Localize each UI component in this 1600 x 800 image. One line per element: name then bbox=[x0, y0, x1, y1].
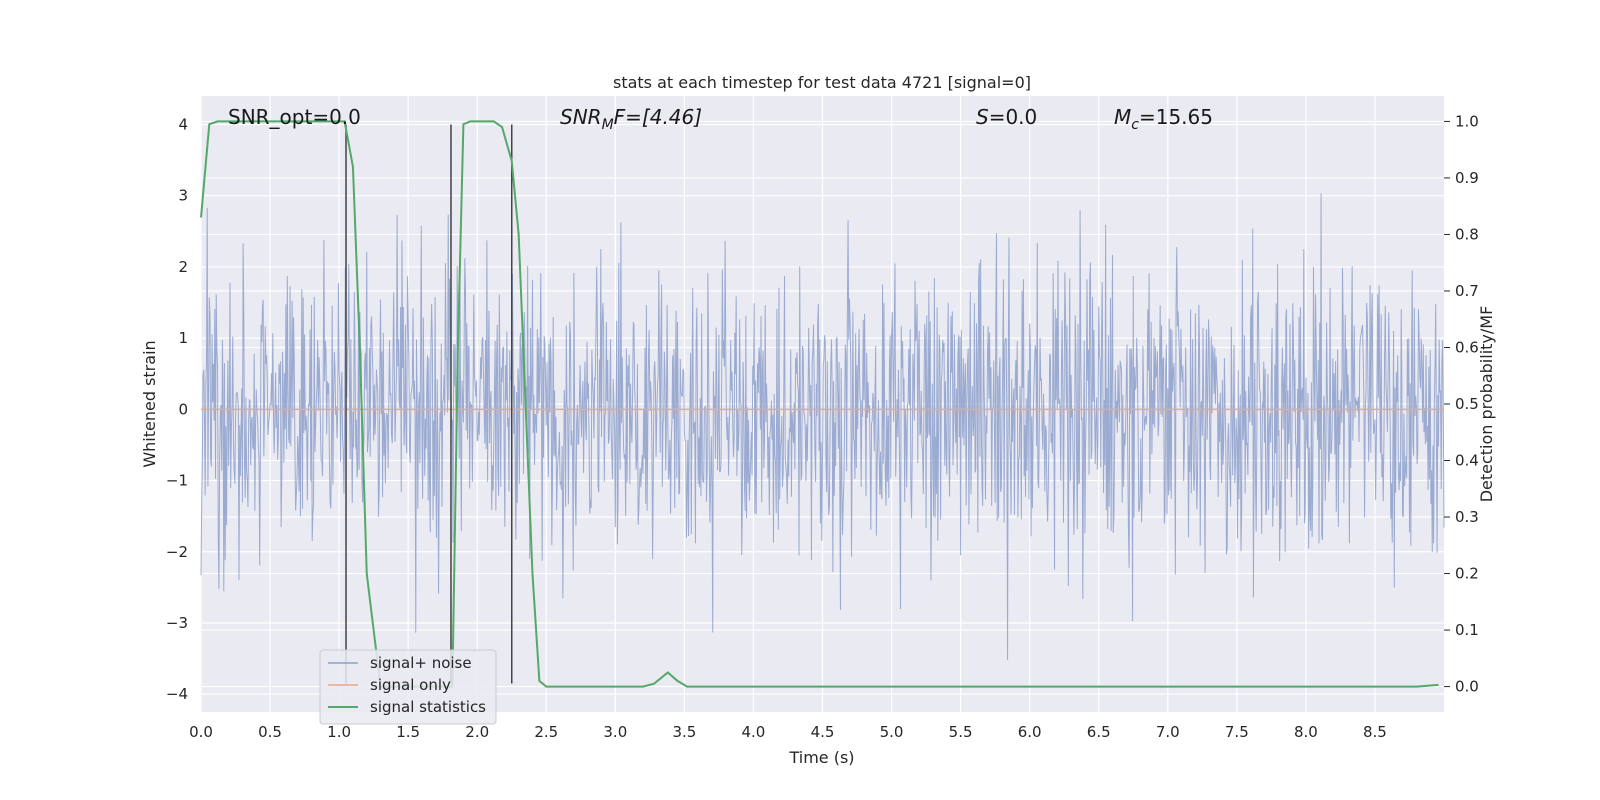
y-left-tick-labels: 4 3 2 1 0 −1 −2 −3 −4 bbox=[166, 115, 188, 703]
x-tick-label-3: 1.5 bbox=[396, 723, 420, 741]
statistics-line bbox=[200, 120, 1439, 688]
marker-lines bbox=[345, 124, 513, 684]
y-right-tick-label-6: 0.4 bbox=[1455, 452, 1479, 470]
x-tick-label-8: 4.0 bbox=[742, 723, 766, 741]
annotation-s-rest: =0.0 bbox=[989, 105, 1038, 129]
y-right-tick-label-9: 0.1 bbox=[1455, 621, 1479, 639]
y-right-tick-label-2: 0.8 bbox=[1455, 225, 1479, 243]
y-axis-label-left: Whitened strain bbox=[140, 340, 159, 467]
legend-label-signal-statistics: signal statistics bbox=[370, 698, 486, 716]
x-tick-label-4: 2.0 bbox=[465, 723, 489, 741]
y-right-tick-label-3: 0.7 bbox=[1455, 282, 1479, 300]
legend-box bbox=[319, 649, 497, 725]
x-tick-label-11: 5.5 bbox=[949, 723, 973, 741]
noise-line bbox=[200, 193, 1445, 661]
annotation-snr-mf-sub: M bbox=[602, 117, 614, 133]
x-tick-label-14: 7.0 bbox=[1156, 723, 1180, 741]
y-right-tick-label-5: 0.5 bbox=[1455, 395, 1479, 413]
y-right-tick-label-7: 0.3 bbox=[1455, 508, 1479, 526]
statistics-series bbox=[200, 120, 1439, 688]
y-left-tick-label-5: −1 bbox=[166, 472, 188, 490]
x-tick-label-15: 7.5 bbox=[1225, 723, 1249, 741]
x-tick-label-2: 1.0 bbox=[327, 723, 351, 741]
y-left-tick-label-2: 2 bbox=[178, 258, 188, 276]
y-left-tick-label-3: 1 bbox=[178, 329, 188, 347]
annotation-mc-main: M bbox=[1114, 105, 1131, 129]
y-right-tick-labels: 1.0 0.9 0.8 0.7 0.6 0.5 0.4 0.3 0.2 0.1 0.0 bbox=[1444, 112, 1479, 696]
x-tick-label-7: 3.5 bbox=[672, 723, 696, 741]
y-left-tick-label-8: −4 bbox=[166, 685, 188, 703]
x-tick-label-13: 6.5 bbox=[1087, 723, 1111, 741]
y-axis-label-right: Detection probability/MF bbox=[1477, 306, 1496, 503]
x-tick-label-6: 3.0 bbox=[603, 723, 627, 741]
y-right-tick-label-1: 0.9 bbox=[1455, 169, 1479, 187]
annotation-snr-mf: SNRMF=[4.46] bbox=[560, 105, 702, 133]
x-tick-label-9: 4.5 bbox=[811, 723, 835, 741]
chart-title: stats at each timestep for test data 472… bbox=[613, 73, 1031, 92]
x-tick-label-0: 0.0 bbox=[189, 723, 213, 741]
y-left-tick-label-0: 4 bbox=[178, 115, 188, 133]
y-right-tick-label-8: 0.2 bbox=[1455, 565, 1479, 583]
y-right-tick-label-0: 1.0 bbox=[1455, 112, 1479, 130]
legend-label-signal-noise: signal+ noise bbox=[370, 654, 472, 672]
y-right-tick-label-10: 0.0 bbox=[1455, 678, 1479, 696]
annotation-snr-mf-main: SNR bbox=[560, 105, 602, 129]
noise-series bbox=[200, 193, 1445, 661]
y-left-tick-label-7: −3 bbox=[166, 614, 188, 632]
x-tick-label-12: 6.0 bbox=[1018, 723, 1042, 741]
annotation-snr-mf-rest: F=[4.46] bbox=[614, 105, 702, 129]
x-tick-label-16: 8.0 bbox=[1294, 723, 1318, 741]
annotation-s: S=0.0 bbox=[976, 105, 1037, 129]
x-tick-labels: 0.0 0.5 1.0 1.5 2.0 2.5 3.0 3.5 4.0 4.5 5.0 5.5 6.0 6… bbox=[189, 723, 1387, 741]
annotation-mc: Mc=15.65 bbox=[1114, 105, 1213, 133]
x-tick-label-17: 8.5 bbox=[1363, 723, 1387, 741]
y-left-tick-label-1: 3 bbox=[178, 187, 188, 205]
legend: signal+ noise signal only signal statist… bbox=[319, 649, 497, 725]
legend-label-signal-only: signal only bbox=[370, 676, 451, 694]
annotation-s-main: S bbox=[976, 105, 989, 129]
annotation-mc-sub: c bbox=[1131, 117, 1139, 133]
y-right-tick-label-4: 0.6 bbox=[1455, 338, 1479, 356]
x-tick-label-1: 0.5 bbox=[258, 723, 282, 741]
x-axis-label: Time (s) bbox=[788, 748, 854, 767]
y-left-tick-label-6: −2 bbox=[166, 543, 188, 561]
x-tick-label-10: 5.0 bbox=[880, 723, 904, 741]
annotation-mc-rest: =15.65 bbox=[1139, 105, 1213, 129]
x-tick-label-5: 2.5 bbox=[534, 723, 558, 741]
annotation-snr-opt: SNR_opt=0.0 bbox=[228, 105, 361, 129]
y-left-tick-label-4: 0 bbox=[178, 400, 188, 418]
